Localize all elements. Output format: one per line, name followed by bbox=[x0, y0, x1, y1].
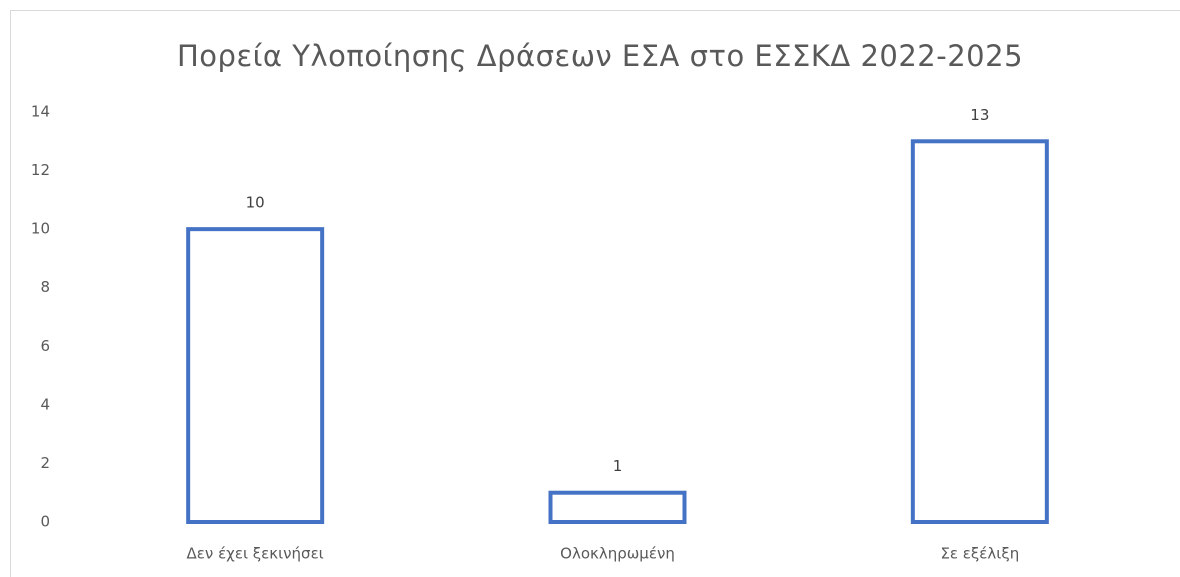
data-label: 10 bbox=[246, 194, 265, 212]
bar bbox=[548, 490, 687, 525]
y-tick-label: 6 bbox=[40, 337, 50, 355]
y-tick-label: 4 bbox=[40, 395, 50, 413]
y-tick-label: 14 bbox=[31, 103, 50, 121]
bar bbox=[910, 139, 1049, 525]
data-label: 13 bbox=[970, 106, 989, 124]
bar bbox=[186, 227, 325, 524]
chart-title: Πορεία Υλοποίησης Δράσεων ΕΣΑ στο ΕΣΣΚΔ … bbox=[177, 39, 1023, 73]
y-tick-label: 0 bbox=[40, 513, 50, 531]
x-tick-label: Ολοκληρωμένη bbox=[560, 545, 675, 563]
y-tick-label: 2 bbox=[40, 454, 50, 472]
x-tick-label: Δεν έχει ξεκινήσει bbox=[187, 545, 324, 563]
y-tick-label: 12 bbox=[31, 161, 50, 179]
y-tick-label: 10 bbox=[31, 220, 50, 238]
y-tick-label: 8 bbox=[40, 278, 50, 296]
data-label: 1 bbox=[613, 457, 623, 475]
x-tick-label: Σε εξέλιξη bbox=[940, 545, 1019, 563]
